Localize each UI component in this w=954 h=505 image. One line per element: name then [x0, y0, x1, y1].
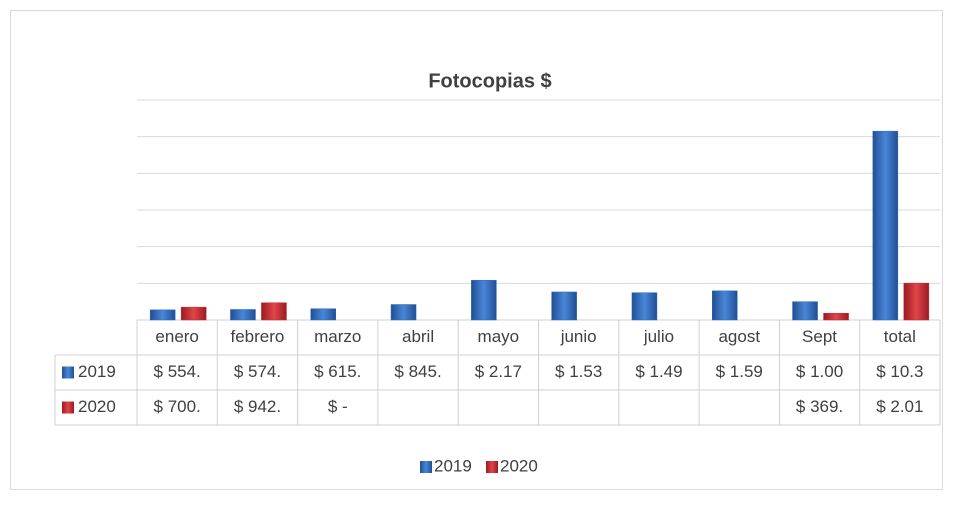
legend-label: 2020 — [500, 456, 538, 475]
data-label: $ 2.17 — [475, 362, 522, 381]
legend-label: 2019 — [434, 456, 472, 475]
data-label: $ 554. — [154, 362, 201, 381]
bar — [551, 291, 577, 321]
bar — [230, 309, 256, 321]
data-label: $ 2.01 — [876, 397, 923, 416]
bar — [261, 302, 287, 321]
data-label: $ 615. — [314, 362, 361, 381]
bar — [872, 130, 899, 321]
x-tick-label: Sept — [802, 327, 837, 346]
x-tick-label: mayo — [478, 327, 520, 346]
x-tick-label: total — [884, 327, 916, 346]
data-label: $ 10.3 — [876, 362, 923, 381]
x-tick-label: febrero — [231, 327, 285, 346]
data-label: $ 1.00 — [796, 362, 843, 381]
legend-swatch — [420, 461, 432, 473]
data-label: $ 1.49 — [635, 362, 682, 381]
bar — [823, 312, 849, 321]
legend-label: 2020 — [78, 397, 116, 416]
data-label: $ 942. — [234, 397, 281, 416]
x-tick-label: marzo — [314, 327, 361, 346]
bar — [631, 292, 658, 321]
data-label: $ 1.59 — [716, 362, 763, 381]
bar — [792, 301, 818, 321]
legend-label: 2019 — [78, 362, 116, 381]
data-label: $ 845. — [394, 362, 441, 381]
bar — [149, 309, 176, 321]
chart-title: Fotocopias $ — [428, 70, 551, 92]
data-label: $ - — [328, 397, 348, 416]
bar — [390, 304, 417, 321]
x-tick-label: abril — [402, 327, 434, 346]
legend-swatch — [62, 401, 74, 414]
legend-swatch — [62, 366, 74, 379]
bar — [180, 306, 207, 321]
x-tick-label: enero — [155, 327, 198, 346]
bar — [310, 308, 336, 321]
x-tick-label: julio — [643, 327, 674, 346]
data-label: $ 574. — [234, 362, 281, 381]
bar — [471, 279, 497, 321]
data-label: $ 1.53 — [555, 362, 602, 381]
bar — [712, 290, 738, 321]
x-tick-label: agost — [718, 327, 760, 346]
legend-swatch — [486, 461, 498, 473]
bar — [903, 282, 930, 321]
x-tick-label: junio — [560, 327, 597, 346]
data-label: $ 369. — [796, 397, 843, 416]
chart-border — [10, 10, 943, 490]
data-label: $ 700. — [154, 397, 201, 416]
